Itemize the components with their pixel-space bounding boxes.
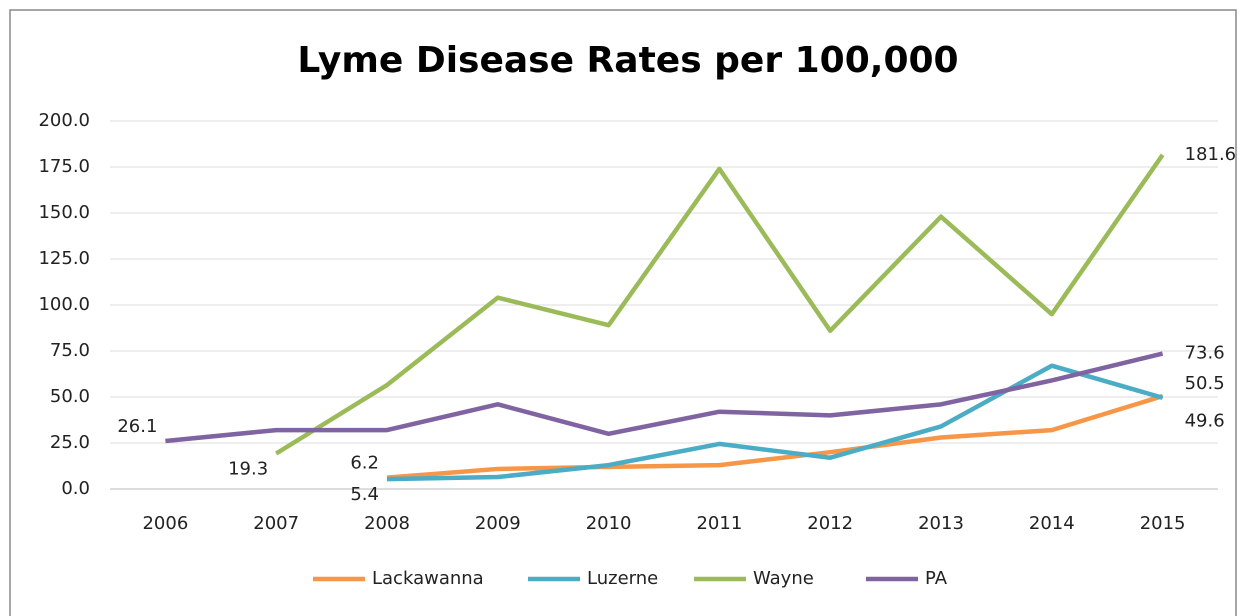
legend-label: Luzerne xyxy=(587,568,658,589)
chart-border xyxy=(9,9,1237,616)
y-tick-label: 200.0 xyxy=(38,110,90,131)
data-label: 49.6 xyxy=(1185,411,1225,432)
y-tick-label: 125.0 xyxy=(38,248,90,269)
data-label: 5.4 xyxy=(350,484,379,505)
x-tick-label: 2008 xyxy=(364,513,410,534)
y-tick-label: 175.0 xyxy=(38,156,90,177)
x-tick-label: 2013 xyxy=(918,513,964,534)
y-tick-label: 25.0 xyxy=(50,432,90,453)
x-tick-label: 2010 xyxy=(586,513,632,534)
y-tick-label: 100.0 xyxy=(38,294,90,315)
data-label: 181.6 xyxy=(1185,144,1237,165)
legend-label: Wayne xyxy=(753,568,814,589)
data-label: 6.2 xyxy=(350,453,379,474)
data-label: 73.6 xyxy=(1185,343,1225,364)
chart-title: Lyme Disease Rates per 100,000 xyxy=(297,40,958,81)
y-tick-label: 0.0 xyxy=(61,478,90,499)
series-line xyxy=(386,363,1164,482)
series-line xyxy=(165,351,1164,444)
x-tick-label: 2006 xyxy=(142,513,188,534)
y-tick-label: 150.0 xyxy=(38,202,90,223)
y-tick-label: 50.0 xyxy=(50,386,90,407)
x-tick-label: 2009 xyxy=(475,513,521,534)
data-label: 50.5 xyxy=(1185,373,1225,394)
x-tick-label: 2011 xyxy=(696,513,742,534)
x-tick-label: 2014 xyxy=(1029,513,1075,534)
y-tick-label: 75.0 xyxy=(50,340,90,361)
x-tick-label: 2007 xyxy=(253,513,299,534)
x-tick-label: 2015 xyxy=(1140,513,1186,534)
x-tick-label: 2012 xyxy=(807,513,853,534)
series-line xyxy=(275,153,1165,456)
series-line xyxy=(386,393,1164,480)
legend-label: Lackawanna xyxy=(372,568,484,589)
data-label: 19.3 xyxy=(228,458,268,479)
data-label: 26.1 xyxy=(117,416,157,437)
legend-label: PA xyxy=(925,568,948,589)
